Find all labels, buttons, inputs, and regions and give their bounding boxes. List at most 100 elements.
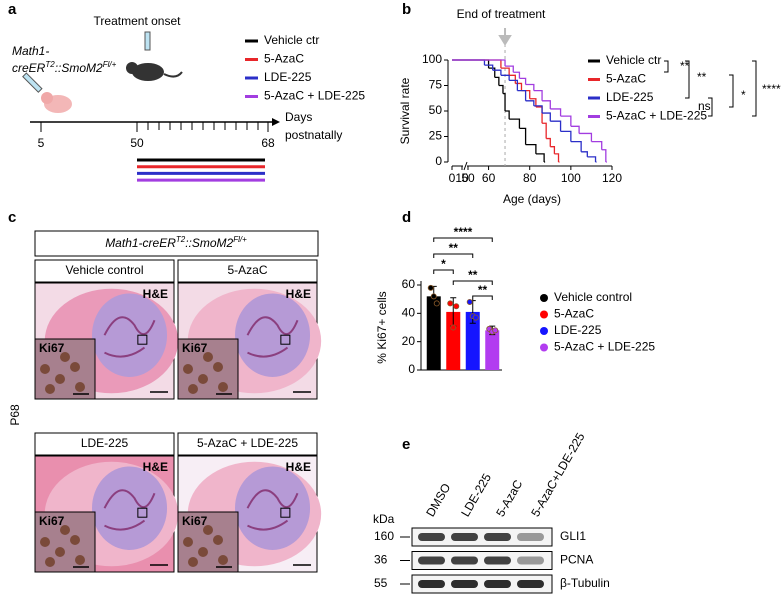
inset-label: Ki67: [182, 514, 208, 528]
significance-label: **: [697, 70, 707, 84]
data-point: [466, 298, 473, 305]
survival-step: [587, 156, 597, 162]
data-point: [492, 327, 499, 334]
significance-label: **: [449, 241, 459, 255]
survival-step: [525, 144, 537, 154]
band-name: GLI1: [560, 529, 586, 543]
lane-label: DMSO: [423, 481, 453, 519]
x-tick-label: 0: [449, 171, 456, 185]
nucleus: [188, 557, 198, 567]
x-tick-label: 80: [523, 171, 537, 185]
folia: [103, 489, 156, 531]
survival-step: [546, 137, 551, 147]
nucleus: [203, 525, 213, 535]
nucleus: [213, 362, 223, 372]
error-bar: [469, 300, 476, 324]
significance-label: ****: [454, 225, 473, 239]
band: [484, 580, 511, 588]
legend-label: Vehicle control: [554, 290, 632, 304]
error-bar: [450, 297, 457, 327]
survival-step: [488, 67, 496, 78]
band-name: PCNA: [560, 553, 593, 567]
bar: [446, 311, 461, 370]
survival-step: [482, 59, 490, 69]
bar: [465, 311, 480, 370]
legend-dot: [540, 310, 548, 319]
stain-label: H&E: [143, 287, 168, 301]
band: [451, 533, 478, 541]
axis-label: Days: [285, 110, 312, 124]
x-tick-label: 10: [455, 171, 469, 185]
nucleus: [203, 352, 213, 362]
survival-step: [509, 118, 521, 129]
stain-label: H&E: [286, 287, 311, 301]
annotation: End of treatment: [457, 7, 546, 21]
nucleus: [188, 384, 198, 394]
panel-label: c: [8, 209, 16, 226]
kda-value: 160: [374, 529, 394, 543]
legend-label: 5-AzaC + LDE-225: [554, 340, 655, 354]
nucleus: [70, 535, 80, 545]
nucleus: [45, 557, 55, 567]
significance-bracket: [708, 97, 713, 117]
band: [517, 533, 544, 541]
significance-label: *: [441, 257, 446, 271]
axis-label: postnatally: [285, 128, 342, 142]
significance-label: **: [478, 283, 488, 297]
roi-box: [280, 507, 291, 518]
genotype: Math1-: [12, 44, 49, 58]
significance-bracket: [452, 280, 493, 285]
band-name: β-Tubulin: [560, 576, 610, 590]
stain-label: H&E: [286, 460, 311, 474]
band: [484, 533, 511, 541]
image-label: 5-AzaC: [227, 263, 267, 277]
image-label-box: [177, 259, 318, 283]
kda-value: 36: [374, 553, 388, 567]
legend-label: 5-AzaC: [264, 52, 304, 66]
text-part: Fl/+: [233, 235, 247, 244]
text-part: Math1-creER: [105, 236, 176, 250]
panel-label: b: [402, 1, 411, 18]
data-point: [450, 324, 457, 331]
significance-label: **: [680, 59, 690, 73]
survival-step: [550, 120, 562, 132]
survival-step: [560, 130, 572, 142]
text-part: T2: [45, 60, 55, 69]
blot-strip: [411, 574, 553, 594]
survival-step: [494, 76, 500, 86]
cerebellum: [91, 466, 168, 550]
survival-step: [542, 100, 551, 109]
day-label: 50: [130, 136, 144, 150]
inset-label: Ki67: [39, 341, 65, 355]
folia: [246, 316, 299, 358]
nucleus: [183, 364, 193, 374]
survival-step: [550, 108, 562, 117]
survival-step: [484, 64, 494, 71]
image-label-box: [34, 259, 175, 283]
lane-label: 5-AzaC+LDE-225: [528, 430, 587, 519]
survival-step: [519, 77, 527, 85]
y-tick-label: 60: [402, 277, 416, 291]
nucleus: [75, 555, 85, 565]
y-tick-label: 0: [408, 362, 415, 376]
survival-step: [591, 140, 603, 150]
y-tick-label: 25: [429, 129, 443, 143]
genotype-box: [34, 230, 319, 257]
nucleus: [218, 382, 228, 392]
text-part: Fl/+: [103, 60, 117, 69]
survival-step: [513, 71, 521, 79]
survival-step: [500, 59, 506, 67]
significance-bracket: [729, 74, 734, 108]
text-part: creER: [12, 61, 46, 75]
x-tick-label: 100: [561, 171, 581, 185]
survival-step: [533, 105, 543, 114]
y-tick-label: 50: [429, 103, 443, 117]
nucleus: [55, 547, 65, 557]
inset-label: Ki67: [39, 514, 65, 528]
legend-label: 5-AzaC + LDE-225: [606, 109, 707, 123]
significance-bracket: [433, 237, 493, 242]
blot-strip: [411, 527, 553, 547]
legend-label: 5-AzaC: [554, 307, 594, 321]
y-axis-label: % Ki67+ cells: [375, 291, 389, 363]
legend-dot: [540, 327, 548, 335]
